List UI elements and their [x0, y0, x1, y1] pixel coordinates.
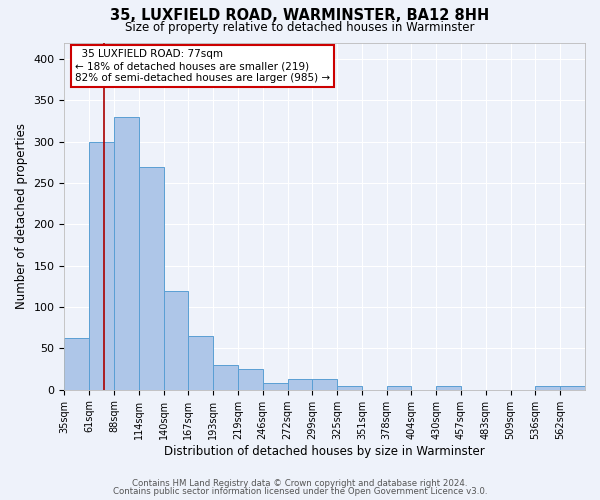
- Text: Size of property relative to detached houses in Warminster: Size of property relative to detached ho…: [125, 21, 475, 34]
- Bar: [139, 166, 164, 390]
- Bar: [436, 386, 461, 390]
- Text: Contains HM Land Registry data © Crown copyright and database right 2024.: Contains HM Land Registry data © Crown c…: [132, 478, 468, 488]
- Bar: [164, 290, 188, 390]
- Bar: [263, 383, 287, 390]
- Bar: [313, 379, 337, 390]
- Bar: [560, 386, 585, 390]
- Bar: [213, 365, 238, 390]
- Bar: [114, 117, 139, 390]
- Text: 35 LUXFIELD ROAD: 77sqm  
← 18% of detached houses are smaller (219)
82% of semi: 35 LUXFIELD ROAD: 77sqm ← 18% of detache…: [75, 50, 330, 82]
- Bar: [337, 386, 362, 390]
- Bar: [386, 386, 412, 390]
- Text: Contains public sector information licensed under the Open Government Licence v3: Contains public sector information licen…: [113, 488, 487, 496]
- Bar: [89, 142, 114, 390]
- Bar: [287, 379, 313, 390]
- X-axis label: Distribution of detached houses by size in Warminster: Distribution of detached houses by size …: [164, 444, 485, 458]
- Bar: [64, 338, 89, 390]
- Text: 35, LUXFIELD ROAD, WARMINSTER, BA12 8HH: 35, LUXFIELD ROAD, WARMINSTER, BA12 8HH: [110, 8, 490, 22]
- Bar: [188, 336, 213, 390]
- Y-axis label: Number of detached properties: Number of detached properties: [15, 123, 28, 309]
- Bar: [535, 386, 560, 390]
- Bar: [238, 369, 263, 390]
